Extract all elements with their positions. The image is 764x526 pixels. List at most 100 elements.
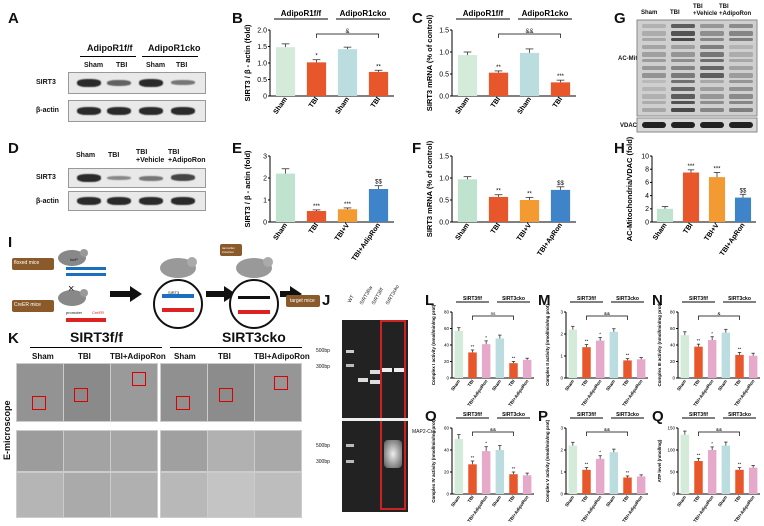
em-bottom-6	[254, 472, 302, 518]
bar	[680, 434, 690, 494]
bar	[636, 359, 646, 378]
em-col-4: Sham	[174, 352, 196, 361]
category-label: Sham	[516, 96, 533, 116]
bar	[707, 340, 717, 378]
y-axis-label: Complex I activity (nmol/min/mg prot)	[431, 304, 436, 385]
bar	[519, 200, 540, 222]
panel-label-n: N	[652, 292, 663, 309]
y-tick-label: 3	[560, 426, 563, 431]
blot-a-actin	[68, 100, 206, 122]
em-top-5	[207, 363, 255, 422]
blot-g-vdac	[636, 117, 758, 133]
category-label: Sham	[454, 96, 471, 116]
comparison-label: &	[717, 311, 720, 316]
bar	[488, 72, 509, 96]
bar	[468, 352, 477, 378]
comparison-label: &&	[604, 427, 610, 432]
bar	[682, 172, 700, 222]
category-label: TBI+ApRon	[719, 222, 747, 257]
y-axis-label: AC-Mitochondria/VDAC (fold)	[625, 136, 634, 241]
bar	[368, 71, 389, 96]
category-label: TBI	[308, 222, 320, 235]
y-tick-label: 50	[670, 470, 676, 475]
bar	[656, 208, 674, 222]
blot-a-row2: β-actin	[36, 107, 59, 114]
y-tick-label: 40	[444, 343, 450, 348]
y-tick-label: 60	[444, 326, 450, 331]
schematic-i	[12, 244, 302, 329]
bar	[495, 338, 505, 378]
bar	[550, 189, 571, 222]
y-tick-label: 80	[444, 310, 450, 315]
em-underline-ff	[30, 347, 162, 348]
sirt3-gene-label: SIRT3	[168, 290, 180, 295]
em-mid-2	[63, 430, 111, 472]
category-label: Sham	[564, 495, 575, 508]
category-label: TBI	[467, 495, 475, 504]
y-tick-label: 0	[446, 492, 449, 497]
em-bottom-3	[110, 472, 158, 518]
bar	[694, 346, 703, 378]
em-mid-3	[110, 430, 158, 472]
category-label: TBI	[622, 379, 630, 388]
category-label: TBI	[490, 96, 502, 109]
comparison-bracket	[472, 315, 514, 320]
y-tick-label: 0	[560, 376, 563, 381]
gel-marker-3: 500bp	[316, 443, 330, 449]
category-label: Sham	[676, 379, 687, 392]
significance-label: **	[376, 64, 381, 70]
significance-label: **	[585, 339, 589, 344]
comparison-bracket	[698, 315, 740, 320]
target-mice-label: target mice	[290, 298, 315, 304]
group-label: SIRT3f/f	[577, 412, 596, 418]
category-label: Sham	[676, 495, 687, 508]
bar	[721, 332, 731, 378]
blot-d-actin	[68, 191, 206, 211]
chart-c: 0.0 0.5 1.0 1.5 SIRT3 mRNA (% of control) Adi…	[425, 9, 576, 116]
panel-label-a: A	[8, 10, 19, 27]
significance-label: **	[697, 452, 701, 457]
em-top-1	[16, 363, 64, 422]
category-label: TBI	[734, 379, 742, 388]
category-label: TBI	[581, 379, 589, 388]
bar	[457, 55, 478, 96]
y-axis-label: ATP level (nmol/mg)	[657, 439, 662, 482]
blot-a-group1: AdipoR1f/f	[87, 43, 133, 53]
em-underline-cko	[170, 347, 302, 348]
bar	[550, 82, 571, 96]
bar	[680, 335, 690, 378]
y-tick-label: 40	[670, 343, 676, 348]
y-tick-label: 0	[446, 376, 449, 381]
bar	[609, 331, 619, 378]
blot-d-lane1: Sham	[76, 152, 96, 159]
em-zoom-box-2	[74, 388, 88, 402]
group-label: SIRT3f/f	[463, 412, 482, 418]
chart-h: 0 2 4 6 8 10 AC-Mitochondria/VDAC (fold) Sham **…	[625, 136, 756, 258]
blot-a-lane2: TBI	[116, 62, 128, 69]
chart-n: 0 20 40 60 80 Complex III activity (nmol/min/…	[657, 296, 760, 407]
blot-g-lane2: TBI	[670, 10, 680, 16]
gel-marker-1: 500bp	[316, 348, 330, 354]
category-label: TBI	[622, 495, 630, 504]
panel-label-o: O	[425, 408, 437, 425]
panel-label-l: L	[425, 292, 435, 309]
panel-label-k: K	[8, 330, 19, 347]
significance-label: ***	[313, 204, 321, 210]
em-top-4	[160, 363, 208, 422]
chart-o: 0 20 40 60 Complex IV activity (nmol/min/mg …	[431, 412, 534, 523]
significance-label: *	[599, 332, 601, 337]
category-label: TBI	[308, 96, 320, 109]
group-label: SIRT3f/f	[463, 296, 482, 302]
y-tick-label: 0.5	[257, 77, 267, 84]
significance-label: **	[626, 353, 630, 358]
y-tick-label: 0	[263, 93, 267, 100]
em-zoom-box-3	[132, 372, 146, 386]
blot-a-row1: SIRT3	[36, 79, 56, 86]
y-tick-label: 40	[444, 448, 450, 453]
category-label: TBI+ApRon	[536, 222, 564, 257]
y-tick-label: 60	[444, 426, 450, 431]
y-tick-label: 6	[645, 180, 649, 187]
bar	[568, 445, 578, 494]
arrow-2	[206, 286, 236, 302]
